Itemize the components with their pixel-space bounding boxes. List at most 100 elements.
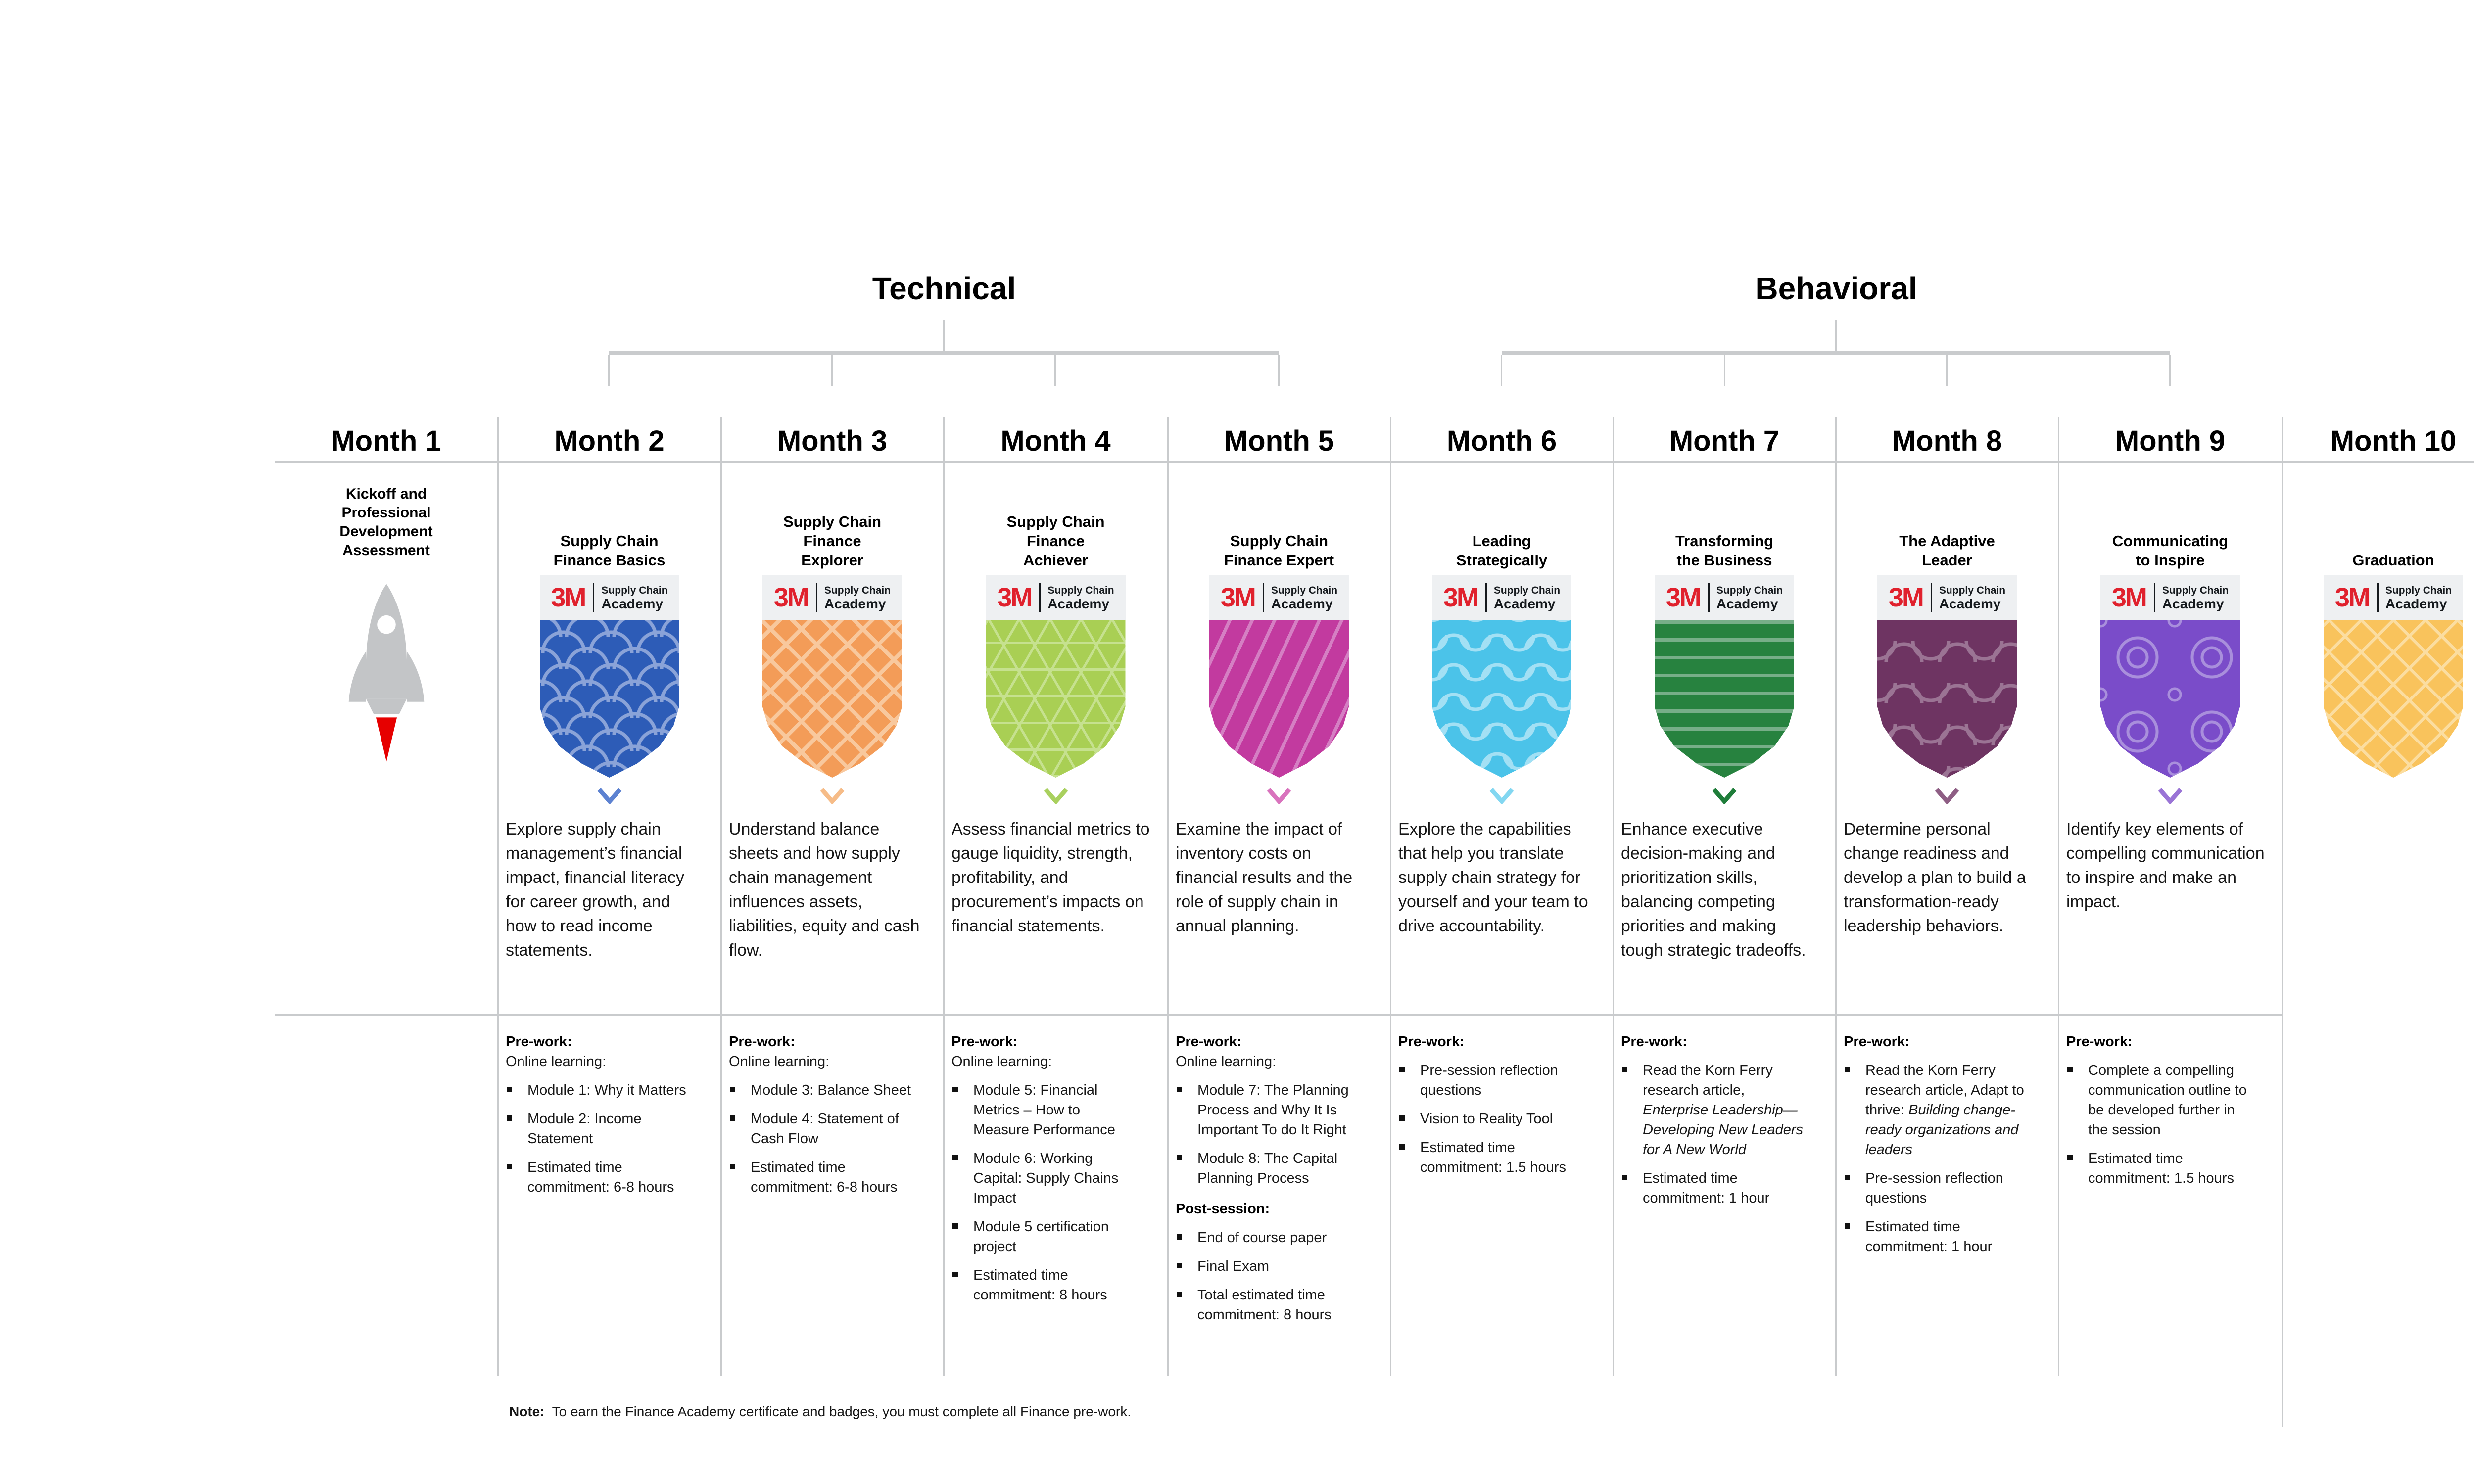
column-separator [1390, 417, 1391, 1376]
list-item: Estimated time commitment: 8 hours [952, 1265, 1137, 1305]
logo-wordmark: Supply Chain Academy [1494, 584, 1560, 611]
bracket-tick-behavioral [1946, 355, 1948, 386]
badge: 3M Supply Chain Academy [2324, 575, 2463, 778]
bullet-icon [1845, 1223, 1850, 1229]
list-item: Module 1: Why it Matters [506, 1080, 691, 1100]
list-item: Module 5: Financial Metrics – How to Mea… [952, 1080, 1137, 1140]
badge-label: 3M Supply Chain Academy [1877, 575, 2017, 620]
prework: Pre-work: Online learning: Module 5: Finan… [952, 1032, 1137, 1305]
prework-heading: Pre-work: [729, 1034, 795, 1050]
list-item-segment: Module 5: Financial Metrics – How to Mea… [973, 1082, 1115, 1138]
description: Identify key elements of compelling comm… [2066, 820, 2265, 911]
chevron-down-icon [2157, 788, 2183, 805]
bullet-icon [1177, 1292, 1182, 1297]
list-item: Module 4: Statement of Cash Flow [729, 1109, 914, 1149]
logo-line2: Academy [824, 596, 886, 611]
prework-heading: Pre-work: [1398, 1034, 1465, 1050]
list-item-segment: Module 7: The Planning Process and Why I… [1197, 1082, 1349, 1138]
list-item-text: Read the Korn Ferry research article, Ad… [1865, 1063, 2024, 1158]
logo-wordmark: Supply Chain Academy [1271, 584, 1337, 611]
badge-shield [2324, 620, 2463, 778]
list-item: Module 8: The Capital Planning Process [1176, 1149, 1361, 1188]
list-item: Vision to Reality Tool [1398, 1109, 1583, 1129]
prework-intro: Online learning: [729, 1054, 830, 1069]
3m-logo: 3M [1220, 583, 1256, 612]
logo-line1: Supply Chain [1047, 584, 1114, 596]
badge: 3M Supply Chain Academy [539, 575, 679, 778]
3m-logo: 3M [551, 583, 586, 612]
badge-label: 3M Supply Chain Academy [1655, 575, 1794, 620]
list-item-text: Vision to Reality Tool [1420, 1111, 1553, 1127]
chevron-down-icon [1266, 788, 1292, 805]
logo-line2: Academy [1271, 596, 1333, 611]
list-item-text: Pre-session reflection questions [1420, 1063, 1558, 1098]
month-header: Month 6 [1446, 425, 1557, 457]
list-item-text: Module 7: The Planning Process and Why I… [1197, 1082, 1349, 1138]
prework: Pre-work: Pre-session reflection question… [1398, 1032, 1583, 1177]
column-separator [1167, 417, 1169, 1376]
logo-divider-icon [2377, 583, 2379, 612]
badge: 3M Supply Chain Academy [986, 575, 1126, 778]
bullet-icon [730, 1087, 735, 1092]
list-item: Estimated time commitment: 1.5 hours [1398, 1138, 1583, 1177]
prework-subheading: Post-session: [1176, 1201, 1270, 1217]
list-item: Read the Korn Ferry research article, Ad… [1844, 1061, 2029, 1159]
badge-shield [1877, 620, 2017, 778]
bracket-tick-behavioral [1501, 355, 1502, 386]
list-item: Total estimated time commitment: 8 hours [1176, 1285, 1361, 1325]
description: Understand balance sheets and how supply… [729, 820, 920, 960]
logo-wordmark: Supply Chain Academy [824, 584, 891, 611]
logo-line1: Supply Chain [1939, 584, 2006, 596]
list-item-segment: Pre-session reflection questions [1420, 1063, 1558, 1098]
prework-heading: Pre-work: [506, 1034, 572, 1050]
list-item: Module 7: The Planning Process and Why I… [1176, 1080, 1361, 1140]
bracket-bar-behavioral [1502, 351, 2170, 355]
list-item: Complete a compelling communication outl… [2066, 1061, 2251, 1140]
footnote: Note: To earn the Finance Academy certif… [509, 1404, 1131, 1420]
bullet-icon [1845, 1175, 1850, 1180]
list-item-segment: Module 5 certification project [973, 1219, 1109, 1254]
badge-title: Graduation [2352, 552, 2434, 569]
month-header: Month 4 [1000, 425, 1111, 457]
list-item-text: Module 5: Financial Metrics – How to Mea… [973, 1082, 1115, 1138]
logo-line1: Supply Chain [1271, 584, 1338, 596]
logo-line2: Academy [1939, 596, 2001, 611]
column-separator [2058, 417, 2059, 1376]
list-item-text: Final Exam [1197, 1258, 1269, 1274]
bracket-stem-behavioral [1835, 320, 1837, 352]
list-item-text: Module 4: Statement of Cash Flow [751, 1111, 899, 1147]
chevron-down-icon [819, 788, 845, 805]
month-header-rule [275, 461, 2474, 463]
column-separator [720, 417, 722, 1376]
description: Examine the impact of inventory costs on… [1176, 820, 1353, 935]
logo-wordmark: Supply Chain Academy [1939, 584, 2005, 611]
bracket-stem-technical [943, 320, 945, 352]
chevron-down-icon [597, 788, 622, 805]
prework-heading: Pre-work: [1621, 1034, 1687, 1050]
badge-title: Supply Chain Finance Achiever [1006, 513, 1105, 569]
logo-divider-icon [1485, 583, 1487, 612]
list-item-segment: Module 8: The Capital Planning Process [1197, 1151, 1338, 1186]
bracket-tick-behavioral [1724, 355, 1725, 386]
bracket-tick-technical [1054, 355, 1056, 386]
list-item-text: Pre-session reflection questions [1865, 1170, 2003, 1206]
month-header: Month 7 [1669, 425, 1780, 457]
logo-line2: Academy [1493, 596, 1556, 611]
logo-wordmark: Supply Chain Academy [2385, 584, 2452, 611]
bullet-icon [1177, 1234, 1182, 1240]
badge-title: Transforming the Business [1675, 532, 1774, 569]
column-separator [1835, 417, 1837, 1376]
list-item-segment: Final Exam [1197, 1258, 1270, 1274]
list-item-segment: Read the Korn Ferry research article, [1643, 1063, 1773, 1098]
bullet-icon [952, 1223, 958, 1229]
list-item-segment: Estimated time commitment: 1.5 hours [1420, 1140, 1566, 1175]
list-item-text: Estimated time commitment: 6-8 hours [527, 1159, 674, 1195]
logo-wordmark: Supply Chain Academy [2162, 584, 2229, 611]
list-item-segment: Estimated time commitment: 8 hours [973, 1267, 1107, 1303]
badge-label: 3M Supply Chain Academy [986, 575, 1126, 620]
badge-shield [539, 620, 679, 778]
bracket-bar-technical [609, 351, 1279, 355]
list-item: Module 5 certification project [952, 1217, 1137, 1256]
month-header: Month 1 [331, 425, 441, 457]
chevron-down-icon [1712, 788, 1737, 805]
